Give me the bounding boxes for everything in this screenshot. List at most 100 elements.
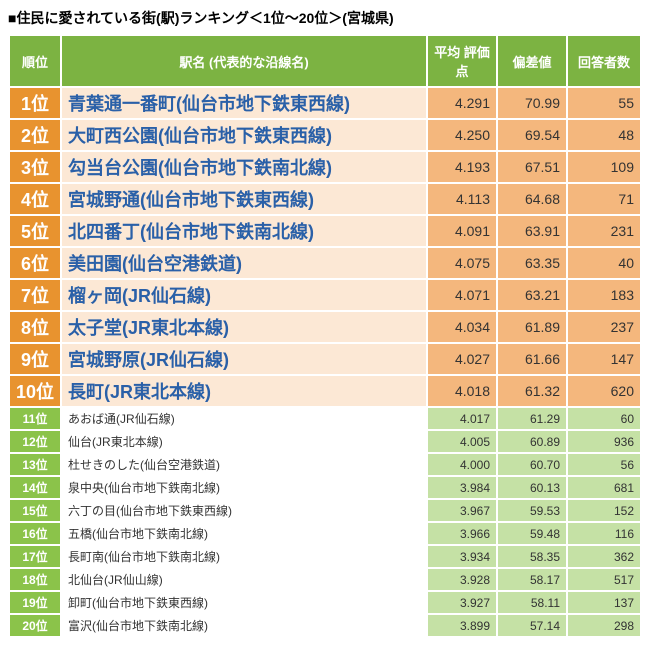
cell-respondents: 183 (567, 279, 641, 311)
cell-avg: 4.071 (427, 279, 497, 311)
ranking-table: 順位 駅名 (代表的な沿線名) 平均 評価点 偏差値 回答者数 1位青葉通一番町… (8, 34, 642, 638)
cell-rank: 3位 (9, 151, 61, 183)
cell-station: 北四番丁(仙台市地下鉄南北線) (61, 215, 427, 247)
table-row: 8位太子堂(JR東北本線)4.03461.89237 (9, 311, 641, 343)
cell-rank: 9位 (9, 343, 61, 375)
cell-station: 北仙台(JR仙山線) (61, 568, 427, 591)
cell-respondents: 681 (567, 476, 641, 499)
cell-deviation: 64.68 (497, 183, 567, 215)
table-row: 11位あおば通(JR仙石線)4.01761.2960 (9, 407, 641, 430)
cell-station: 太子堂(JR東北本線) (61, 311, 427, 343)
cell-station: 宮城野通(仙台市地下鉄東西線) (61, 183, 427, 215)
cell-station: 六丁の目(仙台市地下鉄東西線) (61, 499, 427, 522)
table-row: 1位青葉通一番町(仙台市地下鉄東西線)4.29170.9955 (9, 87, 641, 119)
cell-respondents: 620 (567, 375, 641, 407)
cell-respondents: 231 (567, 215, 641, 247)
cell-rank: 14位 (9, 476, 61, 499)
cell-station: 勾当台公園(仙台市地下鉄南北線) (61, 151, 427, 183)
cell-avg: 4.075 (427, 247, 497, 279)
cell-rank: 17位 (9, 545, 61, 568)
cell-respondents: 40 (567, 247, 641, 279)
cell-respondents: 137 (567, 591, 641, 614)
page-title: ■住民に愛されている街(駅)ランキング＜1位～20位＞(宮城県) (8, 8, 642, 28)
cell-station: 榴ヶ岡(JR仙石線) (61, 279, 427, 311)
cell-respondents: 362 (567, 545, 641, 568)
cell-respondents: 517 (567, 568, 641, 591)
cell-rank: 12位 (9, 430, 61, 453)
header-deviation: 偏差値 (497, 35, 567, 87)
cell-station: 長町南(仙台市地下鉄南北線) (61, 545, 427, 568)
table-row: 12位仙台(JR東北本線)4.00560.89936 (9, 430, 641, 453)
cell-rank: 2位 (9, 119, 61, 151)
cell-station: 宮城野原(JR仙石線) (61, 343, 427, 375)
cell-deviation: 63.91 (497, 215, 567, 247)
cell-avg: 3.899 (427, 614, 497, 637)
cell-rank: 1位 (9, 87, 61, 119)
cell-avg: 4.034 (427, 311, 497, 343)
table-row: 14位泉中央(仙台市地下鉄南北線)3.98460.13681 (9, 476, 641, 499)
cell-deviation: 69.54 (497, 119, 567, 151)
cell-avg: 4.005 (427, 430, 497, 453)
cell-deviation: 61.29 (497, 407, 567, 430)
cell-rank: 5位 (9, 215, 61, 247)
cell-respondents: 298 (567, 614, 641, 637)
cell-avg: 3.934 (427, 545, 497, 568)
cell-rank: 13位 (9, 453, 61, 476)
cell-avg: 4.291 (427, 87, 497, 119)
cell-respondents: 55 (567, 87, 641, 119)
cell-avg: 3.967 (427, 499, 497, 522)
cell-rank: 8位 (9, 311, 61, 343)
cell-rank: 20位 (9, 614, 61, 637)
table-row: 20位富沢(仙台市地下鉄南北線)3.89957.14298 (9, 614, 641, 637)
cell-station: 杜せきのした(仙台空港鉄道) (61, 453, 427, 476)
cell-avg: 3.966 (427, 522, 497, 545)
table-row: 6位美田園(仙台空港鉄道)4.07563.3540 (9, 247, 641, 279)
cell-avg: 4.193 (427, 151, 497, 183)
cell-avg: 3.927 (427, 591, 497, 614)
cell-respondents: 152 (567, 499, 641, 522)
table-row: 15位六丁の目(仙台市地下鉄東西線)3.96759.53152 (9, 499, 641, 522)
cell-deviation: 59.48 (497, 522, 567, 545)
table-row: 16位五橋(仙台市地下鉄南北線)3.96659.48116 (9, 522, 641, 545)
table-row: 18位北仙台(JR仙山線)3.92858.17517 (9, 568, 641, 591)
cell-deviation: 60.89 (497, 430, 567, 453)
cell-deviation: 63.35 (497, 247, 567, 279)
cell-station: 大町西公園(仙台市地下鉄東西線) (61, 119, 427, 151)
cell-deviation: 58.11 (497, 591, 567, 614)
cell-avg: 4.018 (427, 375, 497, 407)
cell-avg: 4.091 (427, 215, 497, 247)
cell-avg: 4.000 (427, 453, 497, 476)
cell-rank: 6位 (9, 247, 61, 279)
table-row: 9位宮城野原(JR仙石線)4.02761.66147 (9, 343, 641, 375)
cell-avg: 3.928 (427, 568, 497, 591)
cell-rank: 10位 (9, 375, 61, 407)
cell-rank: 4位 (9, 183, 61, 215)
cell-deviation: 61.66 (497, 343, 567, 375)
cell-station: 卸町(仙台市地下鉄東西線) (61, 591, 427, 614)
cell-deviation: 59.53 (497, 499, 567, 522)
cell-rank: 18位 (9, 568, 61, 591)
cell-respondents: 936 (567, 430, 641, 453)
cell-station: 泉中央(仙台市地下鉄南北線) (61, 476, 427, 499)
cell-rank: 15位 (9, 499, 61, 522)
cell-respondents: 48 (567, 119, 641, 151)
header-station: 駅名 (代表的な沿線名) (61, 35, 427, 87)
table-row: 10位長町(JR東北本線)4.01861.32620 (9, 375, 641, 407)
cell-respondents: 116 (567, 522, 641, 545)
cell-avg: 4.017 (427, 407, 497, 430)
cell-rank: 16位 (9, 522, 61, 545)
cell-deviation: 60.13 (497, 476, 567, 499)
cell-rank: 7位 (9, 279, 61, 311)
cell-respondents: 109 (567, 151, 641, 183)
cell-avg: 4.250 (427, 119, 497, 151)
cell-rank: 11位 (9, 407, 61, 430)
cell-deviation: 70.99 (497, 87, 567, 119)
cell-respondents: 71 (567, 183, 641, 215)
cell-deviation: 61.89 (497, 311, 567, 343)
cell-respondents: 60 (567, 407, 641, 430)
table-row: 13位杜せきのした(仙台空港鉄道)4.00060.7056 (9, 453, 641, 476)
cell-deviation: 60.70 (497, 453, 567, 476)
cell-avg: 4.027 (427, 343, 497, 375)
cell-deviation: 57.14 (497, 614, 567, 637)
cell-avg: 4.113 (427, 183, 497, 215)
